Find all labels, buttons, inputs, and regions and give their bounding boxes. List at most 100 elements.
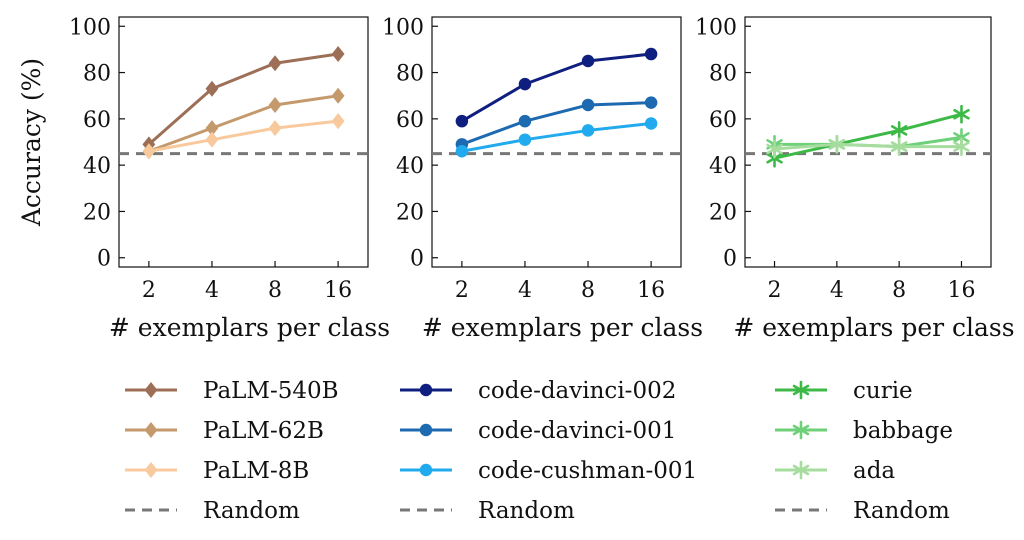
legend-label: PaLM-62B: [203, 418, 324, 444]
x-tick-label: 2: [455, 278, 469, 303]
legend-item: PaLM-62B: [125, 418, 324, 444]
x-tick-label: 4: [205, 278, 219, 303]
data-point: [518, 77, 532, 91]
y-tick-label: 100: [382, 15, 424, 40]
data-point: [644, 117, 658, 130]
data-point: [205, 120, 219, 137]
data-point: [331, 46, 345, 63]
x-tick-label: 16: [947, 278, 975, 303]
series-line: [148, 94, 339, 153]
data-point: [205, 131, 219, 148]
data-point: [766, 139, 783, 159]
data-point: [268, 55, 282, 72]
legend-marker: [144, 422, 158, 438]
series-line: [461, 121, 652, 153]
legend-label: code-davinci-002: [478, 378, 676, 404]
legend-panel-3: curie babbage ada Random: [775, 378, 953, 524]
legend-item: Random: [125, 498, 300, 524]
legend-label: Random: [478, 498, 575, 524]
y-tick-label: 40: [83, 154, 111, 179]
y-tick-label: 40: [709, 154, 737, 179]
legend-marker: [792, 460, 810, 480]
legend-item: code-davinci-002: [400, 378, 676, 404]
series-line: [774, 142, 962, 151]
y-tick-label: 80: [709, 62, 737, 87]
series-line: [461, 101, 652, 146]
legend-item: Random: [400, 498, 575, 524]
legend-panel-2: code-davinci-002 code-davinci-001 code-cus…: [400, 378, 697, 524]
legend-label: curie: [853, 378, 913, 404]
series-ada: [766, 135, 970, 159]
chart-panel-1: 0 20 40 60 80 100 2 4 8 16 # exemplars per class Ac…: [17, 15, 390, 342]
data-point: [953, 137, 970, 156]
legend-marker: [419, 383, 433, 397]
legend-label: code-davinci-001: [478, 418, 676, 444]
data-point: [518, 133, 532, 146]
x-axis-label: # exemplars per class: [733, 313, 1014, 342]
chart-panel-2: 0 20 40 60 80 100 2 4 8 16 # exemplars per class: [382, 15, 703, 342]
data-point: [828, 135, 846, 154]
data-point: [581, 98, 595, 112]
legend-label: PaLM-540B: [203, 378, 339, 404]
plot-frame: [431, 16, 682, 268]
y-tick-label: 100: [69, 15, 111, 40]
legend-marker: [144, 462, 158, 478]
data-point: [268, 96, 282, 113]
y-tick-label: 80: [396, 62, 424, 87]
legend-item: code-cushman-001: [400, 458, 697, 484]
data-point: [142, 143, 156, 160]
x-axis-label: # exemplars per class: [109, 313, 390, 342]
data-point: [953, 104, 970, 124]
y-tick-label: 20: [396, 200, 424, 225]
legend-marker: [419, 463, 433, 477]
series-babbage: [766, 128, 970, 156]
legend-marker: [792, 380, 810, 400]
x-tick-label: 8: [581, 278, 595, 303]
data-point: [644, 47, 658, 61]
chart-panel-3: 0 20 40 60 80 100 2 4 8 16 # exemplars per class: [695, 15, 1015, 342]
legend-label: ada: [853, 458, 895, 484]
data-point: [890, 137, 908, 156]
data-point: [205, 80, 219, 97]
y-tick-label: 20: [83, 200, 111, 225]
legend-marker: [792, 420, 810, 440]
legend-item: ada: [775, 458, 895, 484]
y-tick-label: 100: [695, 15, 737, 40]
legend-item: babbage: [775, 418, 953, 444]
data-point: [455, 114, 469, 128]
data-point: [644, 96, 658, 109]
legend-label: babbage: [853, 418, 953, 444]
legend-item: Random: [775, 498, 950, 524]
data-point: [581, 54, 595, 68]
series-code-cushman-001: [455, 117, 658, 158]
data-point: [581, 124, 595, 137]
x-tick-label: 8: [892, 278, 906, 303]
y-tick-label: 60: [396, 108, 424, 133]
legend-item: PaLM-8B: [125, 458, 309, 484]
plot-frame: [744, 16, 992, 268]
data-point: [518, 114, 532, 128]
y-tick-label: 60: [83, 108, 111, 133]
legend-label: Random: [203, 498, 300, 524]
x-axis-label: # exemplars per class: [422, 313, 703, 342]
y-axis-label: Accuracy (%): [17, 58, 46, 227]
series-line: [148, 119, 339, 153]
legend-item: code-davinci-001: [400, 418, 676, 444]
y-tick-label: 60: [709, 108, 737, 133]
data-point: [331, 113, 345, 130]
plot-frame: [118, 16, 369, 268]
x-tick-label: 2: [142, 278, 156, 303]
series-line: [147, 52, 339, 146]
legend-panel-1: PaLM-540B PaLM-62B PaLM-8B Random: [125, 378, 339, 524]
x-tick-label: 4: [830, 278, 844, 303]
legend-marker: [419, 423, 433, 437]
series-curie: [766, 104, 970, 168]
x-tick-label: 2: [768, 278, 782, 303]
legend-item: PaLM-540B: [125, 378, 339, 404]
y-tick-label: 40: [396, 154, 424, 179]
y-tick-label: 80: [83, 62, 111, 87]
x-tick-label: 4: [518, 278, 532, 303]
x-tick-label: 8: [268, 278, 282, 303]
legend-label: Random: [853, 498, 950, 524]
legend-item: curie: [775, 378, 913, 404]
